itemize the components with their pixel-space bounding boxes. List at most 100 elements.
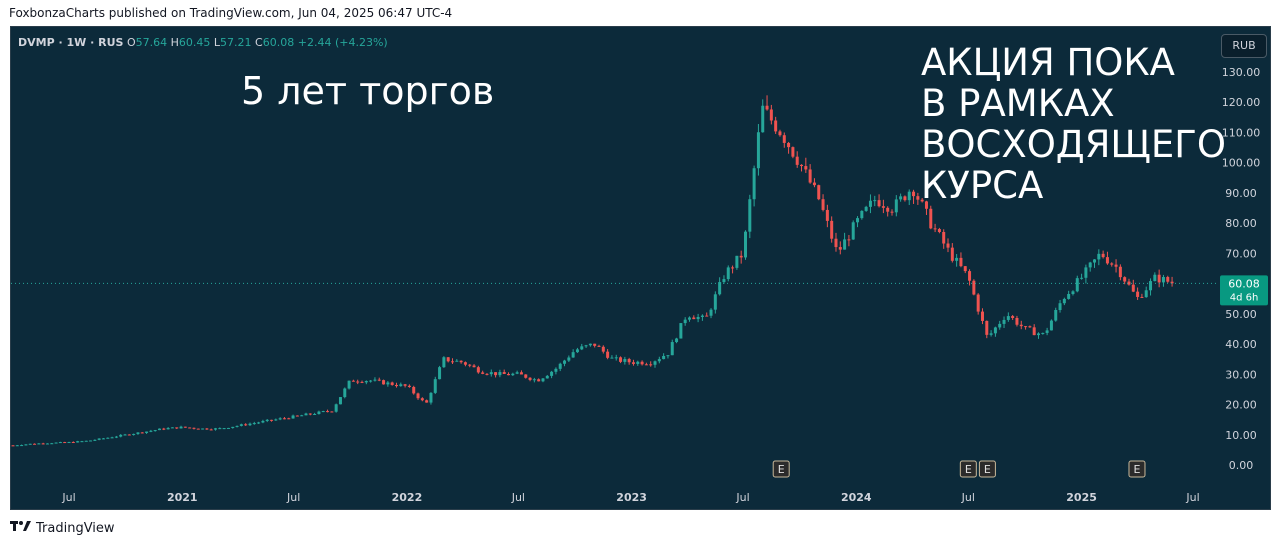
candle-body (463, 362, 467, 365)
candle-body (360, 381, 364, 383)
candle-body (338, 397, 342, 405)
candle-body (1067, 294, 1071, 299)
candle-body (291, 415, 295, 419)
candle-body (825, 209, 829, 221)
earnings-marker (959, 460, 977, 478)
annotation-years-trading: 5 лет торгов (241, 69, 495, 113)
candle-body (450, 361, 454, 363)
candle-body (769, 109, 773, 121)
candle-body (1136, 291, 1140, 297)
candle-body (735, 255, 739, 268)
candle-body (657, 359, 661, 362)
candle-body (812, 182, 816, 186)
candle-body (524, 374, 528, 378)
candle-body (101, 438, 105, 440)
candle-body (912, 191, 916, 197)
candle-body (903, 196, 907, 201)
candle-body (679, 323, 683, 339)
candle-body (119, 434, 123, 437)
footer-brand-label: TradingView (36, 520, 115, 536)
candle-body (774, 120, 778, 132)
candle-body (1088, 262, 1092, 268)
candle-body (11, 445, 15, 447)
candle-body (946, 243, 950, 248)
candle-body (821, 199, 825, 210)
candle-body (644, 364, 648, 366)
earnings-marker-label: E (984, 463, 991, 476)
candle-body (244, 424, 248, 426)
candle-body (390, 382, 394, 385)
x-tick-label: Jul (961, 491, 975, 504)
candle-body (687, 317, 691, 320)
candle-body (886, 207, 890, 212)
candle-body (1166, 277, 1170, 282)
candle-body (1071, 291, 1075, 295)
candle-body (515, 372, 519, 374)
candle-body (136, 432, 140, 434)
candle-body (606, 351, 610, 358)
candle-body (166, 428, 170, 430)
footer-brand[interactable]: TradingView (10, 519, 115, 537)
y-tick-label: 50.00 (1225, 308, 1257, 321)
candle-body (93, 439, 97, 441)
candle-body (675, 338, 679, 343)
candle-body (386, 382, 390, 385)
candle-body (558, 363, 562, 369)
candle-body (1101, 253, 1105, 258)
candle-body (67, 442, 71, 444)
candle-body (968, 271, 972, 281)
candle-body (873, 200, 877, 202)
symbol-legend: DVMP · 1W · RUS O57.64 H60.45 L57.21 C60… (18, 36, 388, 49)
candle-body (511, 373, 515, 376)
annotation-line: ВОСХОДЯЩЕГО (921, 123, 1226, 166)
candle-body (843, 239, 847, 250)
candle-body (709, 309, 713, 316)
chart-panel[interactable]: 130.00 120.00 110.00 100.00 90.00 80.00 70.00 6… (10, 26, 1271, 510)
candle-body (41, 443, 45, 445)
candle-body (929, 208, 933, 229)
candle-body (140, 432, 144, 434)
candle-body (1110, 263, 1114, 265)
x-tick-label: Jul (61, 491, 75, 504)
annotation-line: В РАМКАХ (921, 82, 1115, 125)
candle-body (1153, 274, 1157, 282)
candle-body (1045, 330, 1049, 333)
candle-body (170, 427, 174, 429)
candle-body (1019, 324, 1023, 327)
candle-body (28, 443, 32, 445)
candle-body (84, 440, 88, 442)
earnings-marker-label: E (965, 463, 972, 476)
candle-body (571, 352, 575, 358)
candle-body (502, 372, 506, 374)
candlestick-chart[interactable]: 130.00 120.00 110.00 100.00 90.00 80.00 70.00 6… (11, 27, 1271, 510)
candle-body (416, 393, 420, 399)
candle-body (851, 222, 855, 240)
y-tick-label: 110.00 (1222, 126, 1261, 139)
candle-body (1161, 277, 1165, 283)
low-label: L (213, 36, 221, 49)
candle-body (179, 426, 183, 429)
candle-body (282, 418, 286, 420)
candle-body (1041, 332, 1045, 334)
candle-body (394, 384, 398, 387)
candle-body (924, 201, 928, 209)
candle-body (425, 400, 429, 403)
y-tick-label: 80.00 (1225, 217, 1257, 230)
x-tick-label: 2025 (1066, 491, 1097, 504)
candle-body (752, 168, 756, 200)
candle-body (649, 364, 653, 366)
y-tick-label: 70.00 (1225, 247, 1257, 260)
candle-body (364, 381, 368, 383)
candle-body (183, 426, 187, 428)
candle-body (468, 364, 472, 366)
candle-body (519, 372, 523, 375)
candle-body (252, 423, 256, 425)
currency-button[interactable]: RUB (1221, 34, 1267, 58)
candle-body (683, 319, 687, 324)
candle-body (761, 105, 765, 133)
candle-body (45, 443, 49, 445)
candle-body (593, 343, 597, 346)
candle-body (731, 267, 735, 269)
candle-body (356, 381, 360, 383)
y-tick-label: 130.00 (1222, 66, 1261, 79)
